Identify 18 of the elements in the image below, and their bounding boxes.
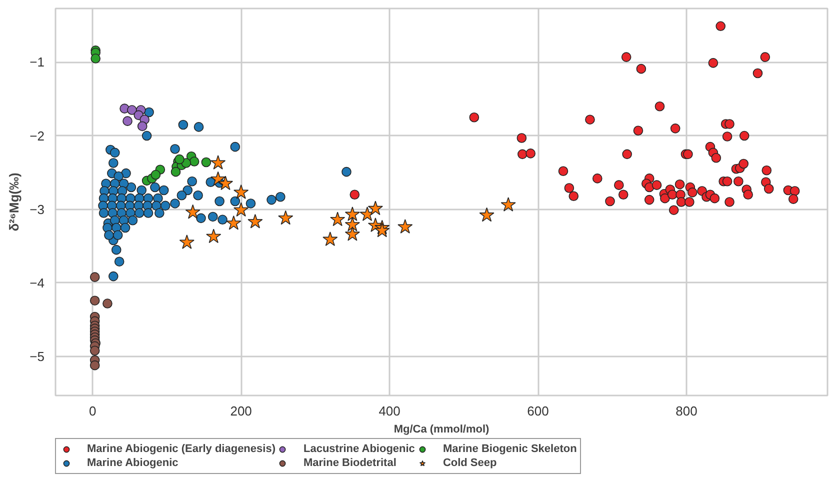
x-tick-label: 400 — [378, 404, 400, 418]
legend-label: Lacustrine Abiogenic — [303, 442, 415, 456]
legend-label: Marine Abiogenic (Early diagenesis) — [87, 442, 276, 456]
y-tick-label: −3 — [30, 202, 45, 217]
y-axis-title: δ²⁶Mg(‰) — [6, 172, 22, 232]
x-tick-label: 200 — [230, 404, 252, 418]
x-tick-label: 800 — [676, 404, 698, 418]
legend-label: Marine Abiogenic — [87, 456, 178, 470]
x-tick-label: 0 — [89, 404, 96, 418]
y-tick-label: −2 — [30, 128, 45, 144]
y-tick-label: −1 — [30, 54, 45, 70]
legend-label: Marine Biogenic Skeleton — [442, 442, 577, 456]
y-tick-label: −4 — [30, 275, 45, 290]
x-axis-title: Mg/Ca (mmol/mol) — [394, 424, 490, 436]
y-tick-label: −5 — [30, 349, 45, 364]
legend-label: Cold Seep — [442, 456, 497, 470]
x-tick-label: 600 — [527, 404, 549, 418]
legend-label: Marine Biodetrital — [303, 456, 396, 470]
